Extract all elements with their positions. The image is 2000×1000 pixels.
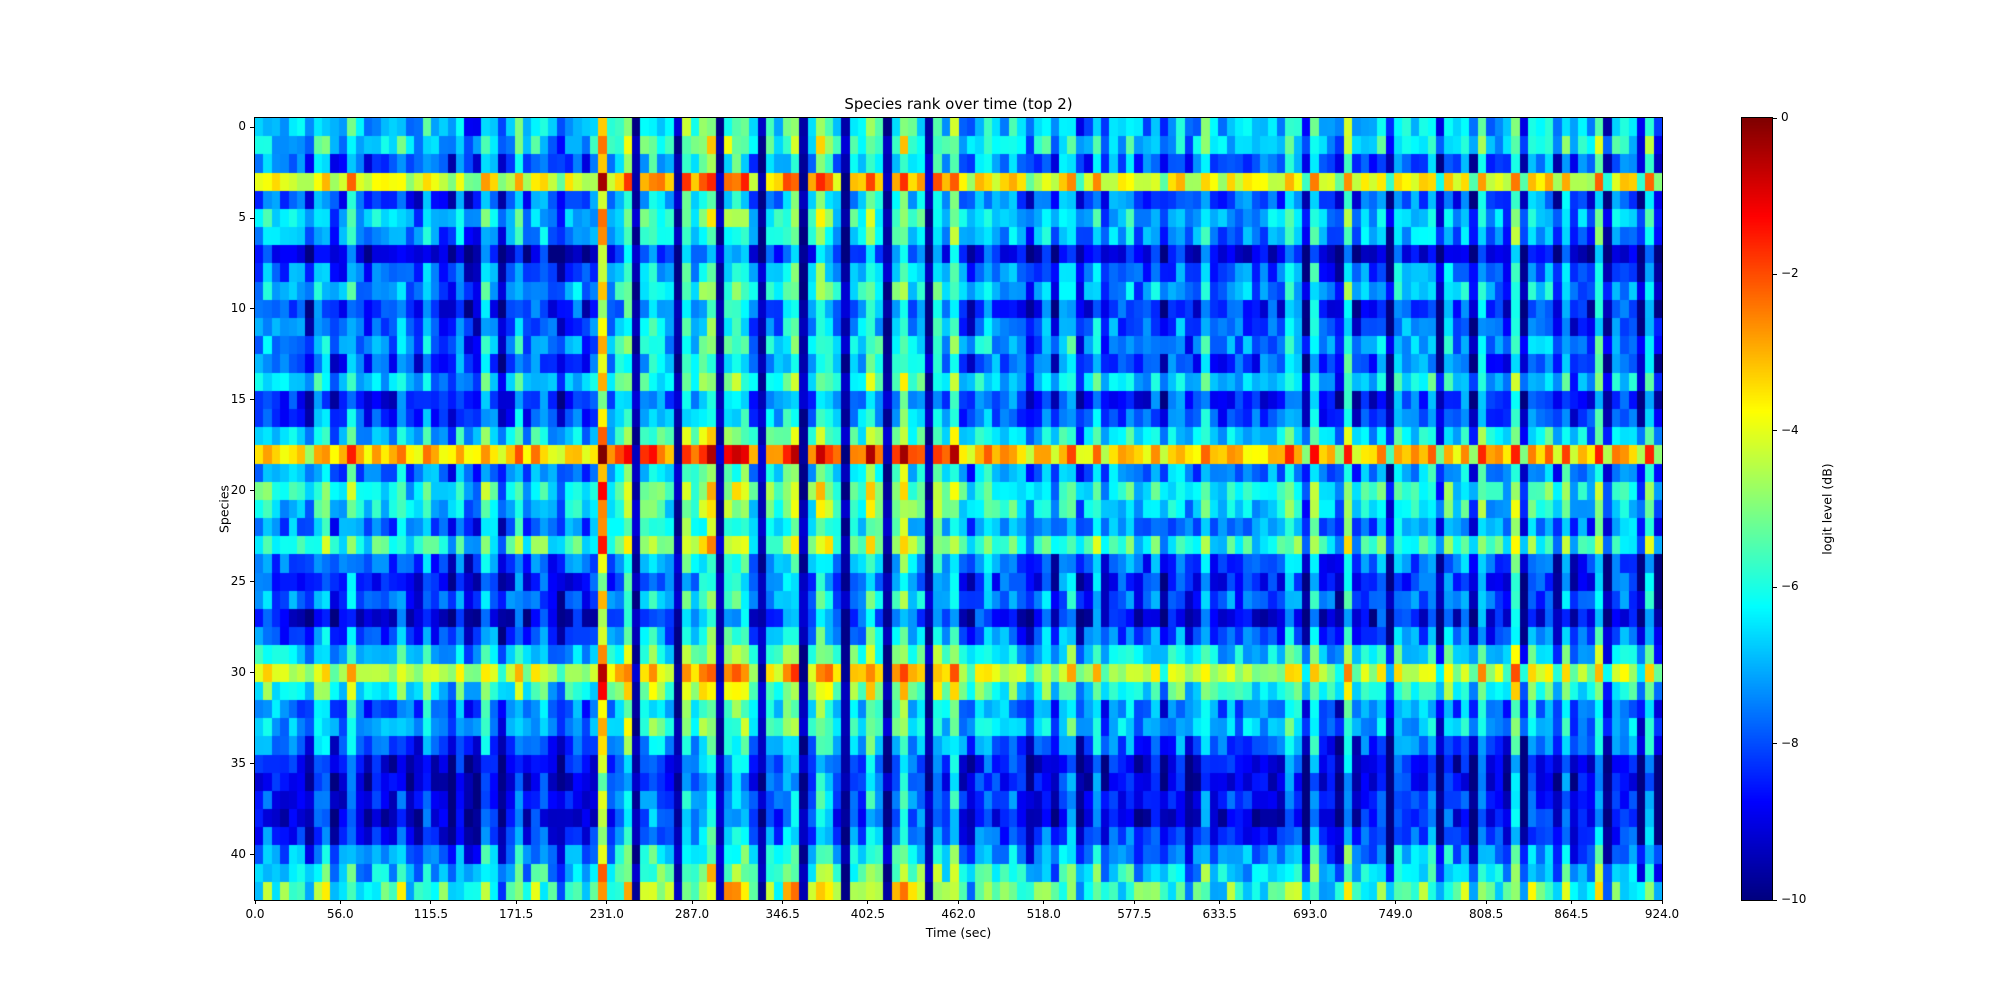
- y-tick-mark: [250, 672, 254, 674]
- x-tick-mark: [958, 900, 959, 904]
- x-tick-label: 864.5: [1554, 907, 1589, 921]
- y-tick-label: 40: [230, 846, 246, 861]
- y-tick-label: 30: [230, 664, 246, 679]
- y-tick-mark: [250, 581, 254, 583]
- y-tick-label: 35: [230, 755, 246, 770]
- colorbar-tick-label: −4: [1781, 422, 1799, 437]
- y-tick-mark: [250, 399, 254, 401]
- colorbar-tick-mark: [1773, 430, 1777, 432]
- x-tick-label: 56.0: [326, 907, 354, 921]
- x-tick-mark: [515, 900, 517, 904]
- colorbar-label: logit level (dB): [1819, 463, 1835, 555]
- x-tick-mark: [1485, 900, 1487, 904]
- x-tick-label: 346.5: [765, 907, 800, 921]
- colorbar-tick-mark: [1773, 117, 1777, 119]
- x-tick-mark: [430, 900, 432, 904]
- x-tick-mark: [606, 900, 608, 904]
- colorbar-tick-label: −10: [1781, 892, 1807, 906]
- heatmap-canvas: [255, 118, 1662, 900]
- y-tick-label: 20: [230, 482, 246, 497]
- colorbar-tick-mark: [1773, 273, 1777, 275]
- x-tick-label: 115.5: [413, 907, 449, 921]
- y-tick-mark: [250, 126, 254, 128]
- y-tick-mark: [250, 763, 254, 765]
- colorbar-tick-mark: [1773, 899, 1777, 901]
- x-tick-label: 518.0: [1026, 907, 1061, 921]
- x-tick-mark: [339, 900, 341, 904]
- x-tick-label: 749.0: [1378, 907, 1413, 921]
- y-tick-mark: [250, 217, 254, 219]
- x-tick-label: 231.0: [589, 907, 624, 921]
- x-tick-mark: [1133, 900, 1135, 904]
- x-tick-mark: [254, 900, 256, 904]
- x-tick-label: 402.5: [850, 907, 886, 921]
- x-tick-mark: [1661, 900, 1663, 904]
- chart-title: Species rank over time (top 2): [844, 95, 1073, 113]
- colorbar-tick-label: −8: [1781, 735, 1799, 750]
- x-tick-mark: [1309, 900, 1311, 904]
- x-tick-mark: [691, 900, 693, 904]
- colorbar-tick-label: −2: [1781, 266, 1799, 281]
- x-tick-label: 693.0: [1293, 907, 1328, 921]
- x-axis-label: Time (sec): [925, 925, 992, 940]
- y-tick-mark: [250, 490, 254, 492]
- y-tick-label: 5: [238, 210, 246, 225]
- x-tick-mark: [1043, 900, 1045, 904]
- colorbar-tick-mark: [1773, 743, 1777, 745]
- x-tick-mark: [1570, 900, 1572, 904]
- colorbar-tick-label: 0: [1781, 110, 1789, 124]
- x-tick-label: 462.0: [941, 907, 976, 921]
- x-tick-label: 171.5: [498, 907, 534, 921]
- x-tick-mark: [782, 900, 784, 904]
- colorbar-canvas: [1742, 118, 1772, 900]
- x-tick-label: 808.5: [1468, 907, 1504, 921]
- x-tick-label: 633.5: [1202, 907, 1237, 921]
- y-tick-label: 0: [238, 119, 246, 134]
- x-tick-label: 924.0: [1644, 907, 1680, 921]
- y-tick-label: 15: [230, 391, 246, 406]
- colorbar-tick-label: −6: [1781, 579, 1799, 594]
- x-tick-label: 577.5: [1117, 907, 1152, 921]
- y-tick-mark: [250, 308, 254, 310]
- x-tick-label: 0.0: [245, 907, 265, 921]
- x-tick-mark: [1395, 900, 1397, 904]
- y-tick-label: 10: [230, 300, 246, 315]
- x-tick-mark: [867, 900, 869, 904]
- y-tick-mark: [250, 854, 254, 856]
- colorbar-tick-mark: [1773, 586, 1777, 588]
- y-tick-label: 25: [230, 573, 246, 588]
- x-tick-label: 287.0: [674, 907, 710, 921]
- x-tick-mark: [1219, 900, 1221, 904]
